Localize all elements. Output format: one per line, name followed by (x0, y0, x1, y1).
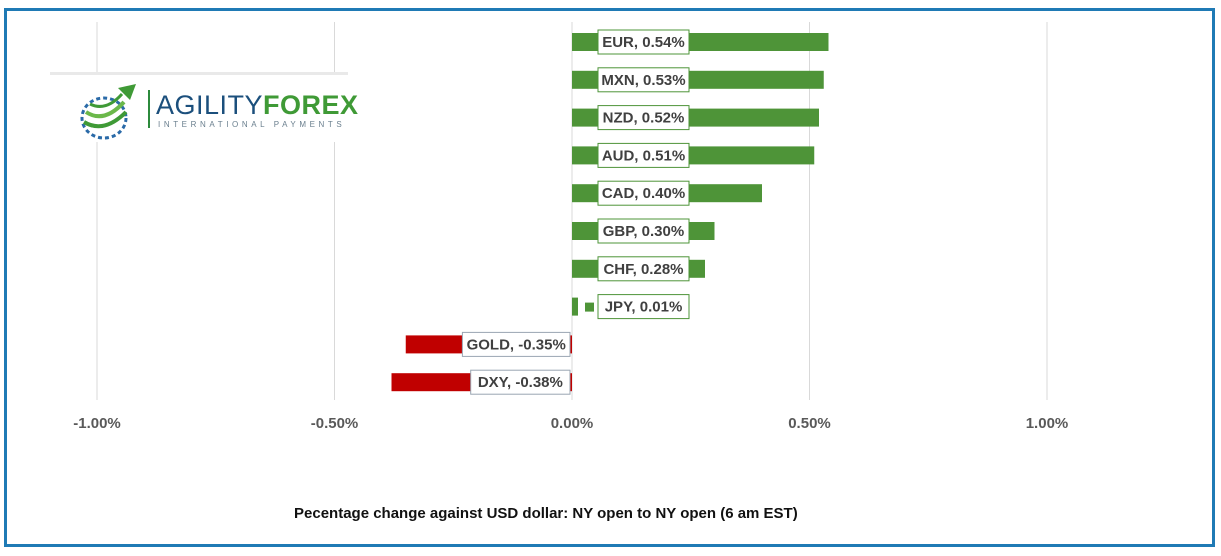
data-label: DXY, -0.38% (478, 374, 563, 391)
x-tick-label: 0.00% (551, 415, 594, 432)
data-label: CAD, 0.40% (602, 185, 685, 202)
data-label-box (461, 331, 571, 357)
data-label: CHF, 0.28% (603, 261, 683, 278)
data-label: AUD, 0.51% (602, 147, 685, 164)
logo-word-forex: FOREX (263, 90, 359, 120)
logo-subtitle: INTERNATIONAL PAYMENTS (158, 120, 346, 129)
data-labels: EUR, 0.54% MXN, 0.53% NZD, 0.52% AUD, 0.51%… (461, 29, 690, 395)
data-label-box (597, 218, 690, 244)
data-label: GBP, 0.30% (603, 223, 684, 240)
logo-separator (148, 90, 150, 128)
data-label: JPY, 0.01% (605, 299, 683, 316)
data-label-box (597, 67, 690, 93)
x-tick-label: 0.50% (788, 415, 831, 432)
data-label-box (470, 369, 571, 395)
x-tick-label: -0.50% (311, 415, 359, 432)
label-marker (585, 302, 594, 312)
x-tick-label: -1.00% (73, 415, 121, 432)
data-label: MXN, 0.53% (601, 72, 685, 89)
data-label-box (597, 142, 690, 168)
x-tick-label: 1.00% (1026, 415, 1069, 432)
chart-caption: Pecentage change against USD dollar: NY … (294, 505, 798, 522)
logo-wordmark: AGILITYFOREX (156, 90, 359, 121)
bar (572, 297, 578, 316)
data-label: EUR, 0.54% (602, 34, 685, 51)
logo-divider-line (50, 72, 348, 75)
data-label-box (597, 180, 690, 206)
data-label-box (597, 256, 690, 282)
data-label-box (597, 294, 690, 320)
logo-word-agility: AGILITY (156, 90, 264, 120)
agility-forex-logo: AGILITYFOREX INTERNATIONAL PAYMENTS (50, 72, 358, 142)
data-label-box (597, 105, 690, 131)
data-label: NZD, 0.52% (603, 110, 685, 127)
data-label-box (597, 29, 690, 55)
data-label: GOLD, -0.35% (467, 336, 566, 353)
globe-arrow-icon (80, 84, 136, 140)
x-axis-ticks: -1.00% -0.50% 0.00% 0.50% 1.00% (73, 415, 1068, 432)
